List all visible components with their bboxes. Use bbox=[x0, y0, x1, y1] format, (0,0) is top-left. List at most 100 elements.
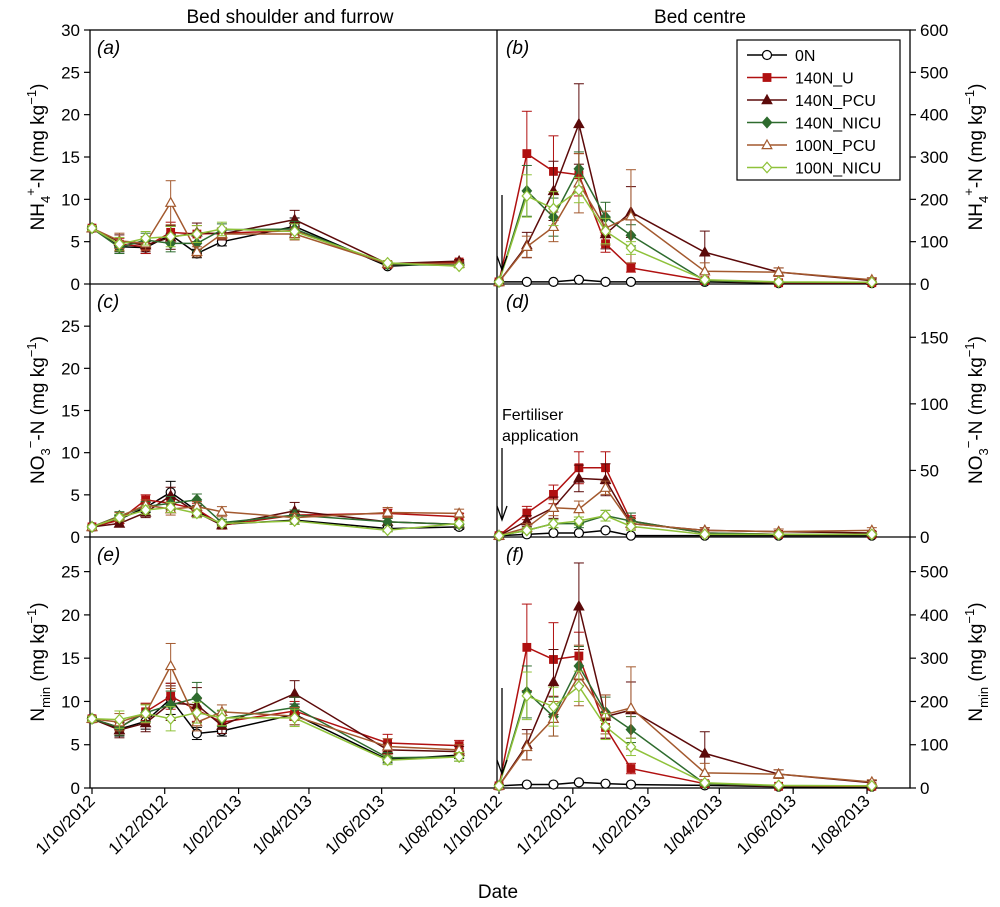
data-point bbox=[548, 700, 559, 713]
data-point bbox=[599, 481, 612, 492]
data-point bbox=[699, 776, 711, 789]
panel-label-c: (c) bbox=[97, 292, 119, 313]
y-tick-label: 0 bbox=[920, 528, 929, 547]
data-point bbox=[521, 189, 533, 203]
data-point bbox=[698, 747, 711, 758]
legend-marker bbox=[761, 116, 773, 129]
data-point bbox=[521, 740, 533, 752]
data-point bbox=[381, 506, 394, 517]
data-point bbox=[382, 524, 394, 537]
data-point bbox=[866, 276, 878, 289]
data-point bbox=[522, 149, 532, 159]
data-point bbox=[573, 502, 585, 514]
data-point bbox=[493, 275, 505, 288]
series-100N_NICU bbox=[493, 174, 878, 289]
panel-b-series bbox=[493, 83, 878, 289]
data-point bbox=[573, 514, 585, 528]
column-title-left: Bed shoulder and furrow bbox=[186, 7, 393, 28]
data-point bbox=[573, 274, 584, 285]
series-100N_PCU bbox=[493, 644, 878, 791]
data-point bbox=[216, 711, 228, 724]
y-tick-label: 200 bbox=[920, 190, 948, 209]
panel-c-series bbox=[86, 480, 465, 537]
data-point bbox=[600, 509, 611, 522]
data-point bbox=[625, 530, 637, 541]
data-point bbox=[289, 514, 301, 528]
data-point bbox=[547, 501, 560, 512]
data-point bbox=[191, 507, 203, 520]
y-tick-label: 10 bbox=[61, 692, 80, 711]
data-point bbox=[772, 767, 785, 779]
data-point bbox=[699, 528, 711, 541]
x-tick-label: 1/12/2012 bbox=[105, 791, 172, 858]
data-point bbox=[165, 712, 177, 725]
legend-label: 100N_PCU bbox=[795, 138, 876, 155]
data-point bbox=[625, 779, 637, 790]
data-point bbox=[191, 245, 203, 257]
y-tick-label: 20 bbox=[61, 359, 80, 378]
series-100N_NICU bbox=[86, 221, 465, 273]
data-point bbox=[216, 517, 228, 530]
legend: 0N 140N_U 140N_PCU 140N_NICU 100N_PCU 100N_NI… bbox=[736, 39, 901, 181]
y-tick-label: 20 bbox=[61, 606, 80, 625]
legend-box bbox=[736, 39, 901, 181]
x-tick-label: 1/08/2013 bbox=[807, 791, 874, 858]
y-tick-label: 500 bbox=[920, 563, 948, 582]
y-axis-label-b: NH4+-N (mg kg−1) bbox=[961, 84, 991, 231]
data-point bbox=[288, 687, 301, 698]
data-point bbox=[625, 241, 637, 255]
y-tick-label: 150 bbox=[920, 328, 948, 347]
data-point bbox=[453, 507, 465, 518]
legend-label: 0N bbox=[795, 48, 815, 65]
legend-label: 140N_PCU bbox=[795, 93, 876, 110]
data-point bbox=[216, 222, 228, 236]
data-point bbox=[548, 517, 559, 530]
panel-a-series bbox=[86, 180, 465, 273]
x-tick-label: 1/04/2013 bbox=[659, 791, 726, 858]
x-tick-label: 1/02/2013 bbox=[588, 791, 655, 858]
data-point bbox=[521, 276, 532, 287]
data-point bbox=[289, 711, 301, 724]
data-point bbox=[493, 779, 505, 792]
data-point bbox=[216, 505, 228, 516]
x-tick-label: 1/04/2013 bbox=[249, 791, 316, 858]
annotation-arrowhead-f bbox=[496, 759, 508, 776]
panel-label-b: (b) bbox=[506, 38, 529, 59]
y-tick-label: 10 bbox=[61, 190, 80, 209]
data-series bbox=[86, 83, 878, 792]
series-100N_NICU bbox=[493, 670, 878, 792]
data-point bbox=[625, 520, 637, 533]
annotation-line2: application bbox=[502, 428, 579, 445]
legend-label: 140N_NICU bbox=[795, 116, 881, 133]
data-point bbox=[573, 183, 585, 197]
data-point bbox=[140, 232, 152, 245]
y-tick-label: 15 bbox=[61, 649, 80, 668]
data-point bbox=[573, 777, 584, 788]
data-point bbox=[625, 740, 637, 753]
y-tick-label: 15 bbox=[61, 402, 80, 421]
data-point bbox=[600, 276, 611, 287]
x-tick-label: 1/02/2013 bbox=[179, 791, 246, 858]
panel-d-series bbox=[493, 451, 878, 542]
data-point bbox=[453, 750, 465, 763]
y-axis-label-a: NH4+-N (mg kg−1) bbox=[23, 84, 53, 231]
y-tick-label: 0 bbox=[920, 275, 929, 294]
y-tick-label: 5 bbox=[71, 736, 80, 755]
y-tick-label: 600 bbox=[920, 21, 948, 40]
data-point bbox=[626, 263, 636, 273]
data-point bbox=[548, 276, 559, 287]
data-point bbox=[698, 246, 711, 257]
legend-marker bbox=[761, 49, 773, 61]
y-axis-label-c: NO3−-N (mg kg−1) bbox=[23, 336, 53, 484]
data-point bbox=[600, 224, 611, 238]
y-tick-label: 400 bbox=[920, 606, 948, 625]
data-point bbox=[493, 529, 505, 542]
x-axis-label: Date bbox=[478, 882, 518, 903]
data-point bbox=[548, 779, 559, 790]
y-tick-label: 300 bbox=[920, 649, 948, 668]
data-point bbox=[191, 227, 203, 241]
y-tick-label: 20 bbox=[61, 106, 80, 125]
data-point bbox=[773, 528, 785, 541]
y-tick-label: 25 bbox=[61, 63, 80, 82]
panel-label-e: (e) bbox=[97, 545, 120, 566]
